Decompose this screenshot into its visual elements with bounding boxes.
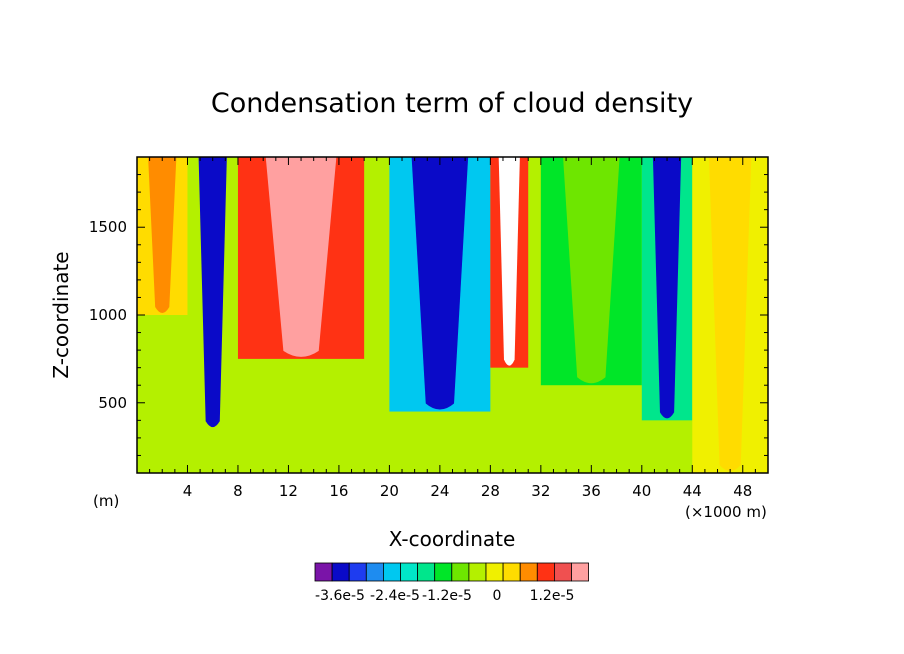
- colorbar-label: 0: [493, 588, 502, 604]
- contour-core-6: [652, 157, 682, 419]
- y-axis-label: Z-coordinate: [49, 251, 73, 378]
- x-tick-label: 44: [683, 482, 702, 500]
- x-tick-label: 24: [430, 482, 449, 500]
- contour-core-5: [563, 157, 620, 384]
- colorbar-swatch: [451, 562, 470, 582]
- x-tick-label: 12: [279, 482, 298, 500]
- colorbar-swatch: [314, 562, 333, 582]
- colorbar-swatch: [502, 562, 521, 582]
- x-axis-ticks: 4 8 12 16 20 24 28 32 36 40 44 48: [149, 157, 769, 500]
- colorbar-swatch: [365, 562, 384, 582]
- contour-core-3: [411, 157, 469, 410]
- colorbar-swatch: [554, 562, 572, 582]
- x-unit-left: (m): [93, 492, 119, 510]
- colorbar-swatch: [417, 562, 436, 582]
- colorbar-swatch: [519, 562, 538, 582]
- contour-core-1: [198, 157, 227, 428]
- x-tick-label: 32: [531, 482, 550, 500]
- contour-core-2: [265, 157, 337, 357]
- x-tick-label: 40: [632, 482, 651, 500]
- y-tick-label: 500: [98, 394, 127, 412]
- x-tick-label: 20: [380, 482, 399, 500]
- colorbar: -3.6e-5 -2.4e-5 -1.2e-5 0 1.2e-5: [314, 562, 590, 604]
- contour-core-7: [708, 157, 752, 471]
- x-tick-label: 16: [329, 482, 348, 500]
- colorbar-swatch: [571, 562, 590, 582]
- x-tick-label: 8: [233, 482, 243, 500]
- chart-title: Condensation term of cloud density: [211, 88, 693, 119]
- contour-core-0: [148, 157, 177, 313]
- y-tick-label: 1500: [89, 218, 127, 236]
- colorbar-swatch: [348, 562, 367, 582]
- colorbar-swatch: [536, 562, 555, 582]
- colorbar-label: 1.2e-5: [530, 588, 575, 604]
- colorbar-swatch: [434, 562, 453, 582]
- contour-field: [137, 157, 768, 473]
- x-tick-label: 36: [582, 482, 601, 500]
- colorbar-swatch: [400, 562, 419, 582]
- y-tick-label: 1000: [89, 306, 127, 324]
- y-axis-ticks: 500 1000 1500: [89, 156, 768, 456]
- colorbar-swatch: [468, 562, 487, 582]
- colorbar-swatch: [382, 562, 401, 582]
- x-tick-label: 28: [481, 482, 500, 500]
- x-tick-label: 48: [733, 482, 752, 500]
- colorbar-label: -2.4e-5: [370, 588, 420, 604]
- colorbar-label: -3.6e-5: [315, 588, 365, 604]
- x-unit-right: (×1000 m): [685, 503, 767, 521]
- colorbar-swatch: [331, 562, 350, 582]
- contour-core-4: [498, 157, 520, 366]
- colorbar-swatch: [485, 562, 504, 582]
- x-axis-label: X-coordinate: [389, 527, 516, 551]
- colorbar-label: -1.2e-5: [422, 588, 472, 604]
- x-tick-label: 4: [183, 482, 193, 500]
